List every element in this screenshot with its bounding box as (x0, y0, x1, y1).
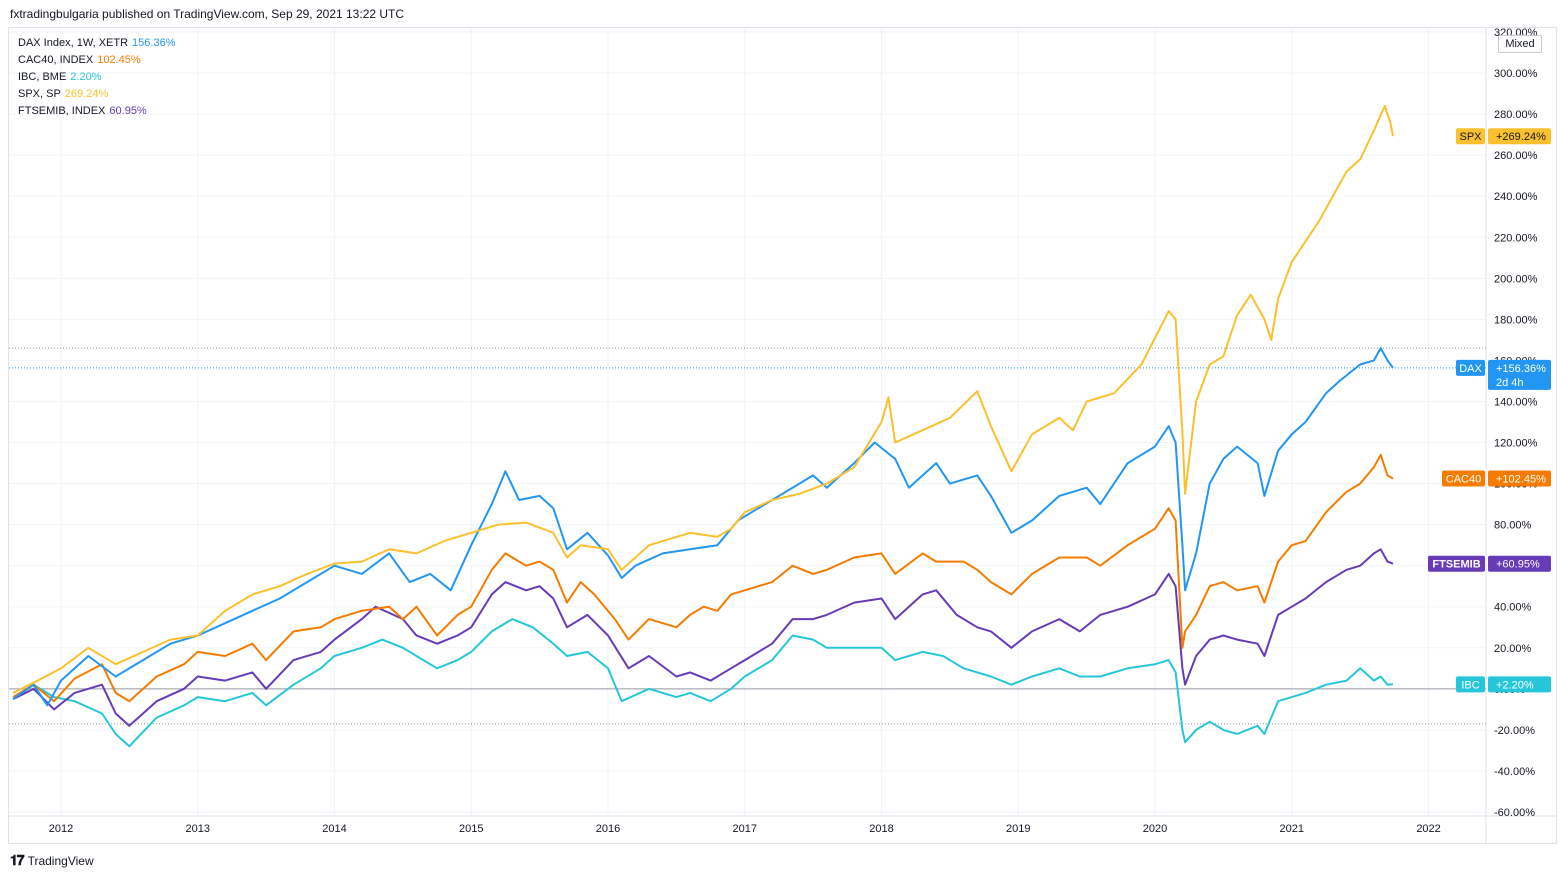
x-tick-label: 2016 (596, 823, 620, 835)
publisher-header: fxtradingbulgaria published on TradingVi… (10, 7, 405, 21)
footer-brand[interactable]: 𝟏𝟕 TradingView (10, 852, 94, 869)
x-tick-label: 2017 (733, 823, 757, 835)
price-badges: SPX +269.24% DAX +156.36% 2d 4h CAC40 +102.45%… (1428, 128, 1551, 693)
legend-value: 102.45% (97, 54, 141, 66)
y-tick-label: 20.00% (1494, 643, 1532, 655)
x-tick-label: 2012 (49, 823, 73, 835)
x-tick-label: 2014 (322, 823, 346, 835)
grid-lines (9, 28, 1557, 844)
time-axis[interactable]: 2012 2013 2014 2015 2016 2017 2018 2019 2020 2021… (49, 823, 1441, 835)
badge-value-bg (1488, 359, 1551, 390)
y-tick-label: 240.00% (1494, 191, 1538, 203)
legend-item[interactable]: IBC, BME 2.20% (18, 69, 175, 86)
y-tick-label: 280.00% (1494, 109, 1538, 121)
y-tick-label: -40.00% (1494, 766, 1535, 778)
legend-item[interactable]: DAX Index, 1W, XETR 156.36% (18, 35, 175, 52)
x-tick-label: 2020 (1143, 823, 1167, 835)
x-tick-label: 2021 (1280, 823, 1304, 835)
legend-item[interactable]: CAC40, INDEX 102.45% (18, 52, 175, 69)
badge-name: IBC (1461, 679, 1479, 691)
legend-value: 60.95% (109, 105, 147, 117)
badge-value-bg (1488, 470, 1551, 487)
badge-name-bg (1456, 676, 1485, 693)
scale-mode-button[interactable]: Mixed (1498, 35, 1542, 53)
footer-brand-label: TradingView (27, 853, 94, 868)
legend-value: 2.20% (70, 71, 102, 83)
series-line-ibc (12, 618, 1394, 748)
badge-name-bg (1456, 128, 1485, 145)
chart-frame (8, 27, 1557, 844)
legend-value: 156.36% (132, 37, 176, 49)
badge-value-bg (1488, 676, 1551, 693)
y-tick-label: 300.00% (1494, 68, 1538, 80)
y-tick-label: 260.00% (1494, 150, 1538, 162)
badge-name: CAC40 (1446, 474, 1481, 486)
legend-item[interactable]: FTSEMIB, INDEX 60.95% (18, 103, 175, 120)
y-tick-label: 220.00% (1494, 232, 1538, 244)
series-legend: DAX Index, 1W, XETR 156.36% CAC40, INDEX 10… (18, 35, 175, 120)
y-tick-label: -60.00% (1494, 807, 1535, 819)
legend-label: FTSEMIB, INDEX (18, 105, 106, 117)
badge-name-bg (1456, 359, 1485, 376)
legend-label: CAC40, INDEX (18, 54, 94, 66)
y-tick-label: 180.00% (1494, 314, 1538, 326)
badge-value: +269.24% (1496, 131, 1546, 143)
x-tick-label: 2018 (869, 823, 893, 835)
tradingview-logo-icon: 𝟏𝟕 (10, 852, 25, 868)
badge-value-bg (1488, 555, 1551, 572)
y-tick-label: 200.00% (1494, 273, 1538, 285)
badge-name: FTSEMIB (1432, 559, 1480, 571)
reference-lines (9, 347, 1486, 725)
x-tick-label: 2019 (1006, 823, 1030, 835)
badge-name-bg (1428, 555, 1485, 572)
series-line-cac40 (12, 453, 1394, 703)
legend-value: 269.24% (64, 88, 109, 100)
x-tick-label: 2022 (1416, 823, 1440, 835)
legend-label: DAX Index, 1W, XETR (18, 37, 129, 49)
badge-value: +60.95% (1496, 559, 1540, 571)
badge-name: SPX (1459, 131, 1482, 143)
series-lines (12, 104, 1394, 748)
y-tick-label: 80.00% (1494, 520, 1532, 532)
badge-countdown: 2d 4h (1496, 377, 1524, 389)
badge-value: +102.45% (1496, 474, 1546, 486)
badge-name-bg (1442, 470, 1485, 487)
y-tick-label: 40.00% (1494, 602, 1532, 614)
legend-label: IBC, BME (18, 71, 67, 83)
x-tick-label: 2015 (459, 823, 483, 835)
legend-item[interactable]: SPX, SP 269.24% (18, 86, 175, 103)
badge-name: DAX (1459, 363, 1482, 375)
badge-value: +156.36% (1496, 363, 1546, 375)
x-tick-label: 2013 (185, 823, 209, 835)
y-tick-label: -20.00% (1494, 725, 1535, 737)
badge-value-bg (1488, 128, 1551, 145)
badge-value: +2.20% (1496, 679, 1534, 691)
series-line-dax (12, 347, 1394, 707)
legend-label: SPX, SP (18, 88, 61, 100)
y-tick-label: 120.00% (1494, 438, 1538, 450)
series-line-ftsemib (12, 548, 1394, 727)
series-line-spx (12, 104, 1394, 694)
price-axis[interactable]: -60.00%-40.00%-20.00%0.00%20.00%40.00%60… (1494, 27, 1538, 819)
y-tick-label: 140.00% (1494, 396, 1538, 408)
